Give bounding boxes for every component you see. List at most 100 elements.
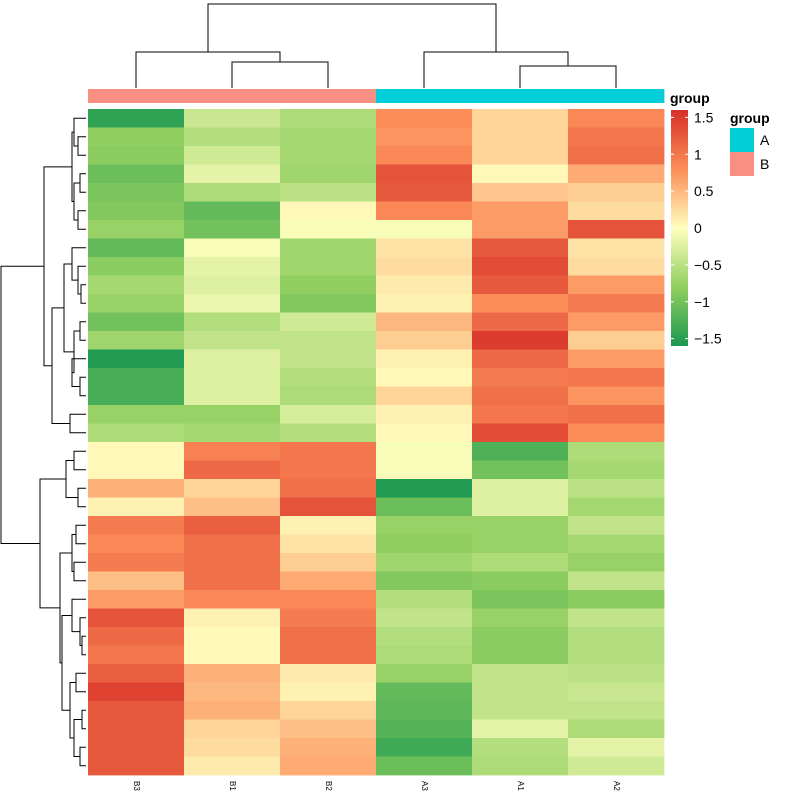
- heatmap-cell: [472, 497, 569, 517]
- row-dendrogram-branch: [65, 460, 78, 498]
- heatmap-cells: [88, 109, 665, 776]
- heatmap-cell: [472, 183, 569, 202]
- heatmap-cell: [184, 238, 281, 258]
- heatmap-cell: [568, 405, 665, 424]
- annotation-cell: [376, 89, 473, 103]
- heatmap-cell: [88, 127, 185, 147]
- heatmap-cell: [472, 682, 569, 702]
- heatmap-cell: [568, 275, 665, 295]
- group-legend: group AB: [730, 110, 770, 176]
- heatmap-cell: [280, 423, 377, 443]
- heatmap-cell: [568, 183, 665, 202]
- heatmap-cell: [184, 516, 281, 535]
- heatmap-cell: [184, 109, 281, 128]
- heatmap-cell: [376, 738, 473, 757]
- heatmap-cell: [184, 405, 281, 424]
- heatmap-cell: [568, 516, 665, 535]
- heatmap-cell: [376, 257, 473, 276]
- heatmap-cell: [88, 201, 185, 221]
- heatmap-cell: [568, 386, 665, 406]
- heatmap-cell: [88, 534, 185, 554]
- row-dendrogram-branch: [73, 719, 82, 757]
- heatmap-cell: [568, 682, 665, 702]
- row-dendrogram-branch: [75, 672, 86, 693]
- heatmap-cell: [280, 257, 377, 276]
- row-dendrogram-branch: [43, 166, 72, 367]
- heatmap-cell: [88, 442, 185, 461]
- heatmap-cell: [376, 368, 473, 387]
- heatmap-cell: [568, 627, 665, 646]
- heatmap-cell: [184, 331, 281, 350]
- heatmap-cell: [376, 590, 473, 609]
- heatmap-cell: [376, 479, 473, 498]
- heatmap-cell: [472, 645, 569, 665]
- heatmap-cell: [88, 109, 185, 128]
- heatmap-cell: [472, 701, 569, 720]
- heatmap-cell: [472, 738, 569, 757]
- heatmap-cell: [472, 331, 569, 350]
- heatmap-cell: [280, 553, 377, 572]
- heatmap-cell: [184, 645, 281, 665]
- heatmap-cell: [568, 460, 665, 480]
- heatmap-cell: [88, 275, 185, 295]
- heatmap-cell: [568, 127, 665, 147]
- heatmap-cell: [280, 294, 377, 313]
- group-legend-label: B: [760, 156, 769, 172]
- heatmap-cell: [472, 516, 569, 535]
- heatmap-cell: [280, 127, 377, 147]
- color-scale-tick-label: −1: [694, 294, 710, 310]
- heatmap-cell: [88, 164, 185, 184]
- heatmap-cell: [280, 146, 377, 165]
- heatmap-cell: [88, 423, 185, 443]
- heatmap-cell: [88, 682, 185, 702]
- heatmap-cell: [376, 534, 473, 554]
- heatmap-cell: [184, 312, 281, 332]
- heatmap-cell: [472, 627, 569, 646]
- heatmap-cell: [184, 201, 281, 221]
- heatmap-cell: [568, 368, 665, 387]
- color-scale-tick-label: 0: [694, 220, 702, 236]
- heatmap-cell: [184, 608, 281, 628]
- heatmap-cell: [376, 275, 473, 295]
- heatmap-cell: [280, 349, 377, 369]
- row-dendrogram-branch: [79, 321, 86, 341]
- heatmap-cell: [472, 756, 569, 776]
- heatmap-cell: [88, 608, 185, 628]
- row-dendrogram: [0, 117, 86, 767]
- heatmap-cell: [88, 719, 185, 739]
- group-legend-title: group: [730, 110, 770, 126]
- column-label: B1: [228, 781, 237, 791]
- heatmap-cell: [376, 183, 473, 202]
- color-scale-tick-label: −0.5: [694, 257, 722, 273]
- heatmap-cell: [376, 201, 473, 221]
- heatmap-cell: [280, 479, 377, 498]
- heatmap-cell: [184, 442, 281, 461]
- column-dendrogram-branch: [231, 61, 329, 88]
- heatmap-cell: [88, 738, 185, 757]
- row-dendrogram-branch: [81, 635, 86, 656]
- heatmap-cell: [376, 109, 473, 128]
- group-legend-label: A: [760, 132, 770, 148]
- heatmap-cell: [472, 275, 569, 295]
- heatmap-cell: [376, 460, 473, 480]
- column-label: A3: [420, 781, 429, 791]
- heatmap-cell: [568, 220, 665, 239]
- group-legend-swatch: [730, 128, 754, 152]
- heatmap-cell: [184, 497, 281, 517]
- heatmap-cell: [568, 201, 665, 221]
- heatmap-cell: [280, 386, 377, 406]
- heatmap-cell: [280, 738, 377, 757]
- heatmap-cell: [88, 664, 185, 683]
- heatmap-cell: [568, 164, 665, 184]
- heatmap-cell: [88, 386, 185, 406]
- heatmap-cell: [88, 183, 185, 202]
- heatmap-cell: [184, 738, 281, 757]
- heatmap-cell: [280, 756, 377, 776]
- row-dendrogram-branch: [77, 210, 86, 230]
- heatmap-cell: [184, 479, 281, 498]
- heatmap-cell: [88, 645, 185, 665]
- heatmap-cell: [88, 627, 185, 646]
- annotation-cell: [568, 89, 665, 103]
- heatmap-cell: [184, 257, 281, 276]
